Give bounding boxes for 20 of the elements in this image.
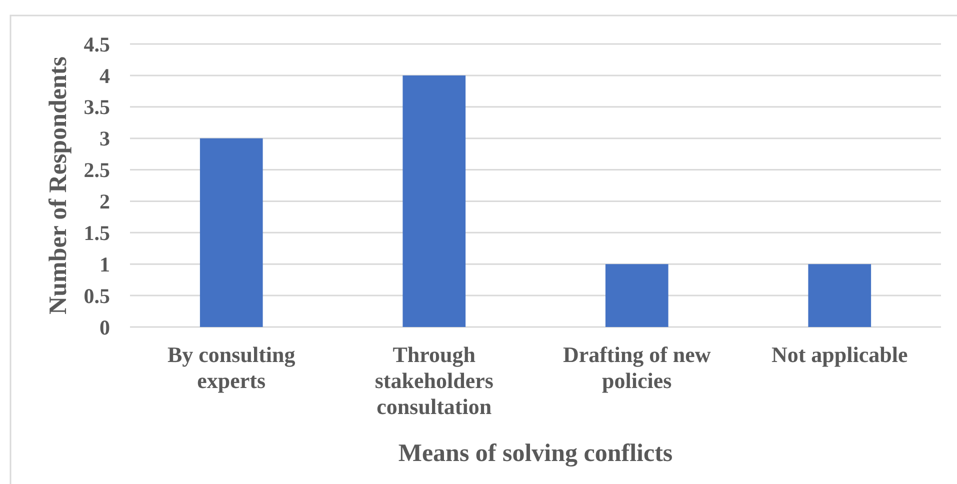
y-tick-label: 4 <box>100 64 110 88</box>
y-tick-label: 2 <box>100 190 110 214</box>
x-tick-label: Not applicable <box>771 342 908 367</box>
y-tick-label: 1.5 <box>84 221 110 246</box>
bar <box>200 138 263 327</box>
x-tick-label: Drafting of new policies <box>562 342 711 393</box>
y-tick-label: 4.5 <box>84 32 110 56</box>
y-tick-label: 3 <box>100 126 110 151</box>
bar <box>808 264 872 327</box>
y-tick-label: 2.5 <box>84 158 110 182</box>
y-axis-title: Number of Respondents <box>45 56 72 314</box>
x-axis-title: Means of solving conflicts <box>398 440 673 467</box>
y-tick-label: 0.5 <box>84 284 110 308</box>
bar <box>605 264 668 327</box>
y-tick-label: 3.5 <box>84 95 110 120</box>
bar <box>402 75 466 327</box>
x-tick-label: By consulting experts <box>167 342 296 393</box>
y-tick-label: 1 <box>100 252 110 276</box>
x-tick-label: Through stakeholders consultation <box>374 342 494 419</box>
y-tick-label: 0 <box>100 315 110 340</box>
